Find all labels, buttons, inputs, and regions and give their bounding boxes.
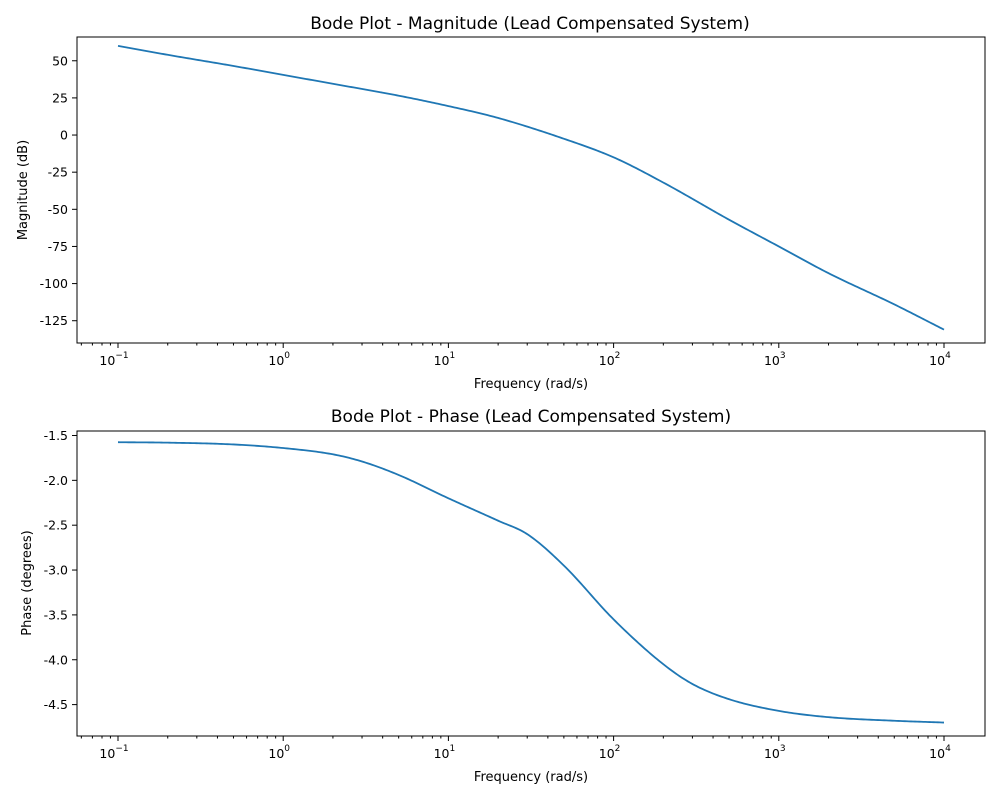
tick-exponent: 0 xyxy=(284,351,290,361)
phase-y-tick-label: -3.5 xyxy=(44,607,68,622)
phase-x-tick-label: 104 xyxy=(929,744,951,761)
magnitude-y-tick-label: 0 xyxy=(60,128,68,143)
tick-exponent: 3 xyxy=(780,351,786,361)
magnitude-x-ticks: 10−1 100 101 102 103 104 xyxy=(80,343,951,368)
phase-subplot: Bode Plot - Phase (Lead Compensated Syst… xyxy=(20,407,986,785)
magnitude-y-tick-label: -100 xyxy=(40,276,68,291)
tick-base: 10 xyxy=(764,353,780,368)
phase-title: Bode Plot - Phase (Lead Compensated Syst… xyxy=(331,407,731,427)
magnitude-series-line xyxy=(117,45,945,331)
magnitude-y-tick-label: -50 xyxy=(48,202,68,217)
tick-base: 10 xyxy=(599,746,615,761)
tick-exponent: −1 xyxy=(115,744,128,754)
phase-y-tick-label: -3.0 xyxy=(44,563,68,578)
phase-x-ticks: 10−1 100 101 102 103 104 xyxy=(80,736,951,761)
magnitude-x-tick-label: 103 xyxy=(764,351,786,368)
tick-exponent: 2 xyxy=(615,744,621,754)
magnitude-subplot: Bode Plot - Magnitude (Lead Compensated … xyxy=(16,14,986,392)
phase-x-tick-label: 100 xyxy=(268,744,290,761)
tick-exponent: 0 xyxy=(284,744,290,754)
phase-y-axis-label: Phase (degrees) xyxy=(20,530,35,635)
magnitude-axes-frame xyxy=(76,36,986,344)
tick-base: 10 xyxy=(268,353,284,368)
phase-y-tick-label: -4.5 xyxy=(44,697,68,712)
phase-axes-frame xyxy=(76,430,986,737)
magnitude-x-tick-label: 100 xyxy=(268,351,290,368)
magnitude-x-axis-label: Frequency (rad/s) xyxy=(474,377,588,392)
magnitude-title: Bode Plot - Magnitude (Lead Compensated … xyxy=(310,14,750,34)
tick-exponent: 2 xyxy=(615,351,621,361)
magnitude-y-tick-label: 50 xyxy=(52,53,68,68)
magnitude-y-axis-label: Magnitude (dB) xyxy=(16,140,31,240)
phase-x-axis-label: Frequency (rad/s) xyxy=(474,770,588,785)
tick-base: 10 xyxy=(929,353,945,368)
phase-y-tick-label: -2.5 xyxy=(44,518,68,533)
phase-y-ticks: -1.5 -2.0 -2.5 -3.0 -3.5 -4.0 -4.5 xyxy=(44,428,77,712)
magnitude-y-tick-label: -25 xyxy=(48,165,68,180)
phase-series-line xyxy=(117,441,945,724)
magnitude-y-ticks: 50 25 0 -25 -50 -75 -100 -125 xyxy=(40,53,77,328)
magnitude-x-tick-label: 101 xyxy=(434,351,456,368)
tick-exponent: 4 xyxy=(945,351,951,361)
tick-base: 10 xyxy=(268,746,284,761)
phase-y-tick-label: -2.0 xyxy=(44,473,68,488)
magnitude-x-tick-label: 10−1 xyxy=(99,351,128,368)
magnitude-y-tick-label: -125 xyxy=(40,313,68,328)
tick-exponent: 1 xyxy=(449,351,455,361)
phase-x-tick-label: 102 xyxy=(599,744,621,761)
tick-exponent: 1 xyxy=(449,744,455,754)
magnitude-y-tick-label: 25 xyxy=(52,90,68,105)
magnitude-x-tick-label: 102 xyxy=(599,351,621,368)
tick-exponent: 4 xyxy=(945,744,951,754)
phase-y-tick-label: -4.0 xyxy=(44,652,68,667)
tick-exponent: −1 xyxy=(115,351,128,361)
tick-base: 10 xyxy=(764,746,780,761)
tick-base: 10 xyxy=(99,353,115,368)
phase-x-tick-label: 101 xyxy=(434,744,456,761)
magnitude-y-tick-label: -75 xyxy=(48,239,68,254)
tick-base: 10 xyxy=(929,746,945,761)
tick-base: 10 xyxy=(434,746,450,761)
tick-base: 10 xyxy=(99,746,115,761)
phase-x-tick-label: 103 xyxy=(764,744,786,761)
magnitude-x-tick-label: 104 xyxy=(929,351,951,368)
tick-base: 10 xyxy=(434,353,450,368)
phase-x-tick-label: 10−1 xyxy=(99,744,128,761)
tick-base: 10 xyxy=(599,353,615,368)
tick-exponent: 3 xyxy=(780,744,786,754)
phase-y-tick-label: -1.5 xyxy=(44,428,68,443)
